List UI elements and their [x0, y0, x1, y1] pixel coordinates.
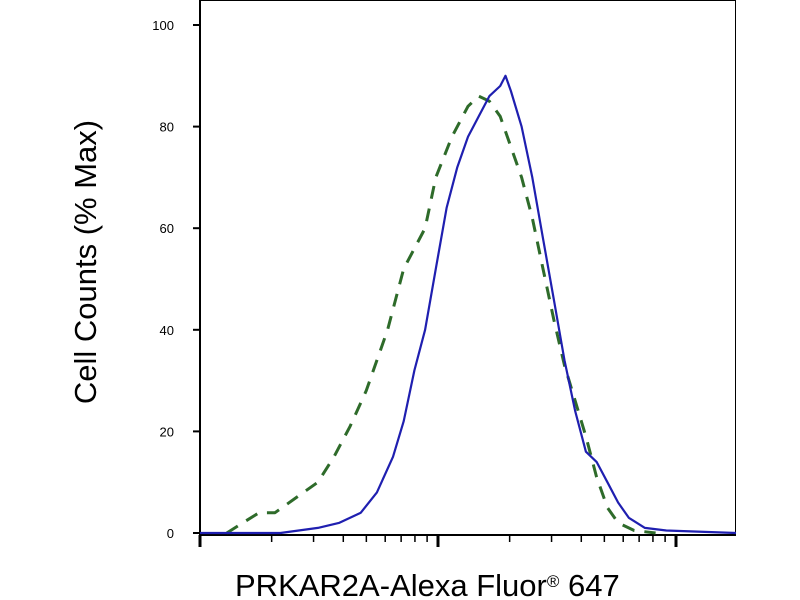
x-axis-label-suffix: 647	[559, 568, 619, 600]
series-line-solid	[200, 74, 737, 535]
y-tick-label: 0	[167, 526, 174, 541]
series-layer	[200, 74, 737, 535]
plot-frame	[199, 0, 736, 535]
y-tick-label: 40	[160, 323, 174, 338]
y-axis: 0 20 40 60 80 100	[152, 18, 200, 541]
y-tick-label: 100	[152, 18, 174, 33]
x-axis	[198, 534, 736, 547]
x-axis-label-registered-mark: ®	[547, 572, 560, 591]
x-axis-label: PRKAR2A-Alexa Fluor® 647	[235, 568, 620, 600]
x-axis-label-main: PRKAR2A-Alexa Fluor	[235, 568, 547, 600]
y-tick-label: 20	[160, 424, 174, 439]
y-tick-label: 60	[160, 221, 174, 236]
y-axis-label: Cell Counts (% Max)	[68, 120, 103, 404]
series-line-dashed	[225, 94, 656, 535]
y-tick-label: 80	[160, 120, 174, 135]
